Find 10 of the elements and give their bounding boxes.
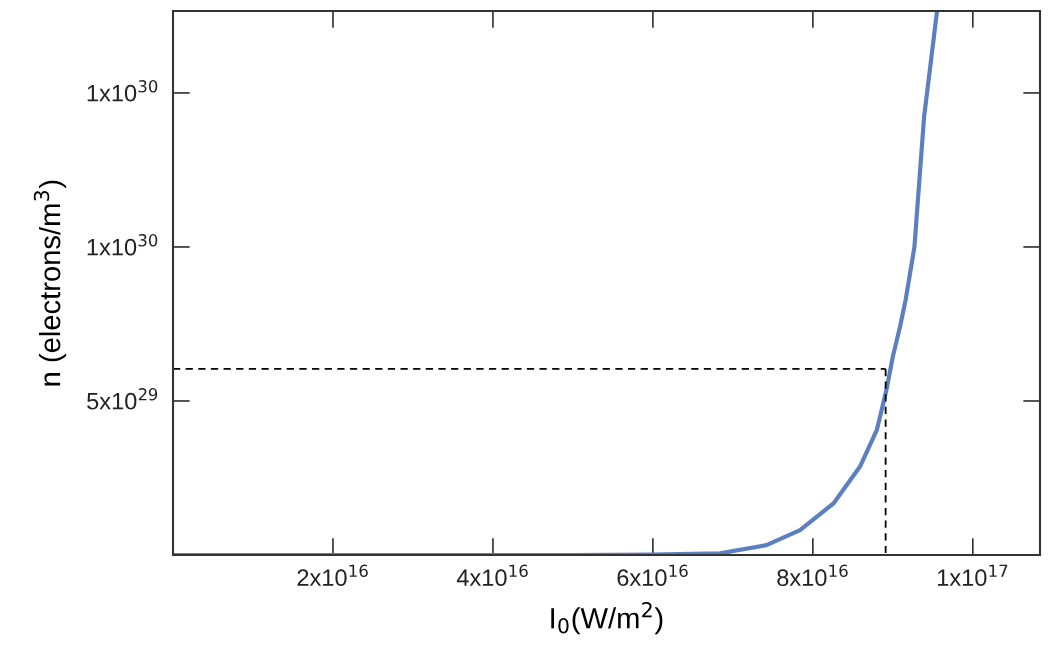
x-tick-label: 1x10$^{17}$: [938, 564, 1008, 587]
y-tick-label: 1x10$^{30}$: [87, 234, 158, 256]
x-tick-label: 6x10$^{16}$: [617, 564, 688, 587]
x-axis-title: I$_{0}$(W/m$^{2}$): [551, 602, 663, 635]
y-tick-label: 1x10$^{30}$: [87, 80, 158, 102]
x-tick-label: 8x10$^{16}$: [777, 564, 848, 587]
x-tick-label: 2x10$^{16}$: [297, 564, 368, 587]
y-axis-title: n (electrons/m$^{3}$): [33, 180, 67, 386]
x-tick-label: 4x10$^{16}$: [456, 564, 528, 587]
y-tick-label: 5x10$^{29}$: [87, 388, 158, 410]
